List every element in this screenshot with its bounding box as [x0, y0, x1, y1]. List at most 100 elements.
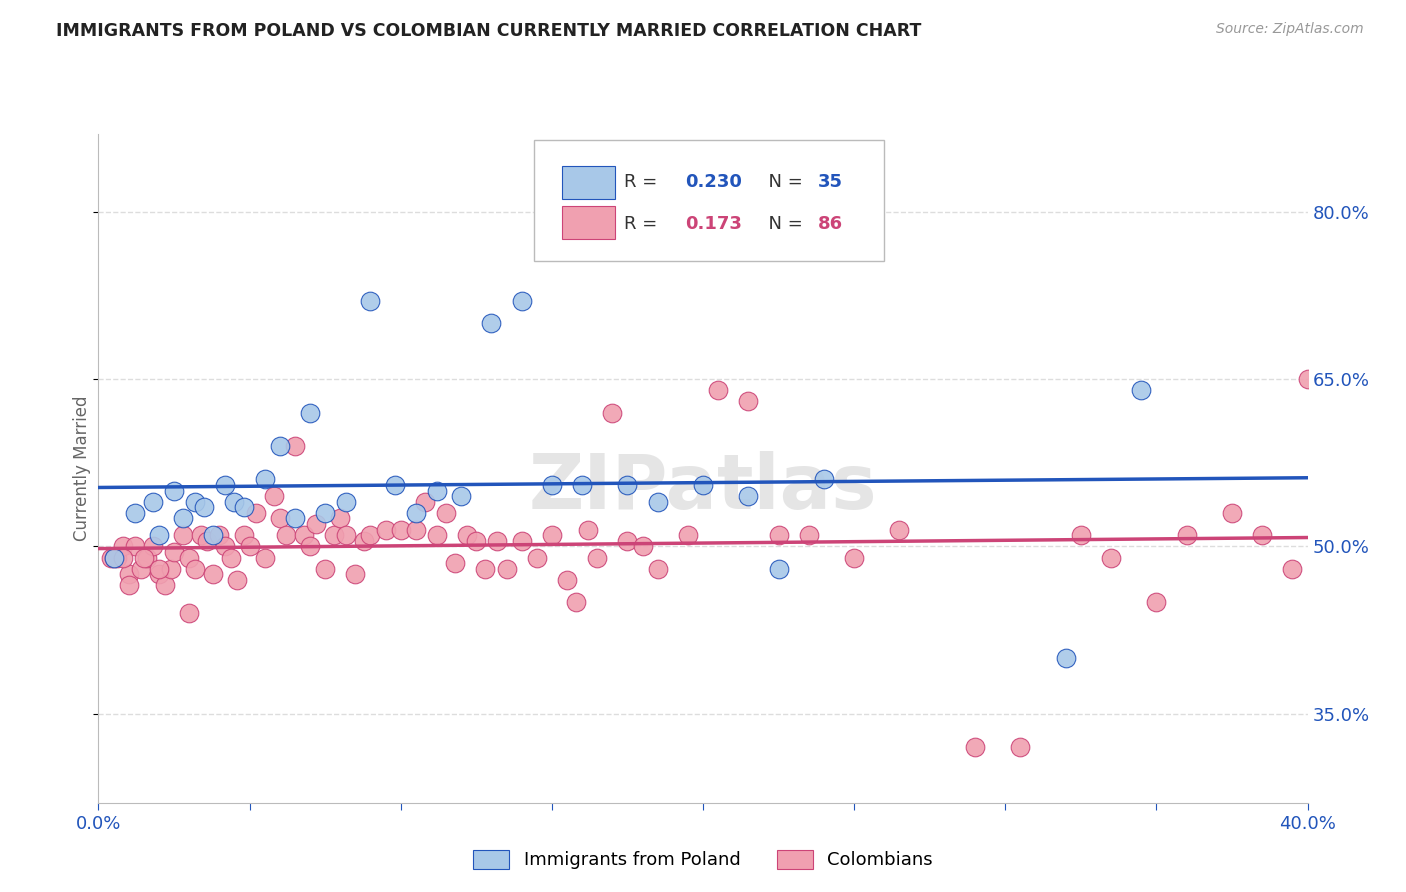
Point [707, 384, 730, 398]
Point [111, 550, 134, 565]
Point [486, 533, 509, 548]
Point [444, 556, 467, 570]
Point [142, 540, 165, 554]
Point [465, 533, 488, 548]
Text: Source: ZipAtlas.com: Source: ZipAtlas.com [1216, 22, 1364, 37]
Point [768, 528, 790, 542]
Point [1220, 506, 1243, 520]
Point [965, 740, 987, 755]
Point [616, 478, 638, 492]
Point [676, 528, 699, 542]
Point [426, 528, 449, 542]
Text: R =: R = [624, 215, 664, 233]
Point [434, 506, 457, 520]
Point [111, 540, 134, 554]
Point [202, 528, 225, 542]
Point [142, 495, 165, 509]
Point [314, 506, 336, 520]
Point [692, 478, 714, 492]
Point [510, 294, 533, 309]
Point [253, 473, 276, 487]
Point [1130, 384, 1153, 398]
Point [305, 517, 328, 532]
Point [232, 500, 254, 515]
Point [314, 562, 336, 576]
Point [450, 489, 472, 503]
Point [1281, 562, 1303, 576]
Point [413, 495, 436, 509]
Point [540, 528, 562, 542]
Point [184, 495, 207, 509]
Text: IMMIGRANTS FROM POLAND VS COLOMBIAN CURRENTLY MARRIED CORRELATION CHART: IMMIGRANTS FROM POLAND VS COLOMBIAN CURR… [56, 22, 921, 40]
Point [172, 528, 194, 542]
Point [329, 511, 352, 525]
Point [495, 562, 517, 576]
Point [103, 550, 125, 565]
FancyBboxPatch shape [534, 141, 884, 261]
Point [214, 478, 236, 492]
Point [1251, 528, 1274, 542]
Point [184, 562, 207, 576]
Point [510, 533, 533, 548]
Point [1099, 550, 1122, 565]
Point [768, 562, 790, 576]
Point [232, 528, 254, 542]
Text: 0.173: 0.173 [685, 215, 742, 233]
Point [647, 562, 669, 576]
Point [132, 550, 155, 565]
Text: 86: 86 [818, 215, 844, 233]
Point [100, 550, 122, 565]
FancyBboxPatch shape [561, 206, 614, 239]
Point [160, 562, 183, 576]
Point [202, 567, 225, 582]
Point [245, 506, 267, 520]
Point [118, 567, 141, 582]
Point [360, 294, 382, 309]
Point [616, 533, 638, 548]
Point [118, 578, 141, 592]
Point [426, 483, 449, 498]
Point [353, 533, 375, 548]
Point [1144, 595, 1167, 609]
Point [344, 567, 367, 582]
Point [292, 528, 315, 542]
Point [172, 511, 194, 525]
Point [631, 540, 654, 554]
Point [224, 495, 246, 509]
Point [214, 540, 236, 554]
Point [360, 528, 382, 542]
Point [208, 528, 231, 542]
Point [797, 528, 820, 542]
Point [323, 528, 346, 542]
Point [335, 495, 357, 509]
Point [737, 489, 759, 503]
Point [193, 500, 215, 515]
Point [335, 528, 357, 542]
Y-axis label: Currently Married: Currently Married [73, 395, 91, 541]
Point [284, 439, 307, 453]
Point [148, 567, 170, 582]
Point [405, 523, 427, 537]
Point [889, 523, 911, 537]
Point [274, 528, 297, 542]
Legend: Immigrants from Poland, Colombians: Immigrants from Poland, Colombians [464, 841, 942, 879]
Point [389, 523, 412, 537]
Point [576, 523, 599, 537]
Point [163, 483, 186, 498]
Point [148, 562, 170, 576]
Point [526, 550, 548, 565]
Point [179, 550, 201, 565]
Point [1296, 372, 1319, 386]
Point [263, 489, 285, 503]
Point [269, 511, 291, 525]
Point [1010, 740, 1032, 755]
Point [299, 540, 322, 554]
Point [124, 540, 146, 554]
Point [269, 439, 291, 453]
Point [844, 550, 866, 565]
Point [253, 550, 276, 565]
Point [179, 607, 201, 621]
Text: 35: 35 [818, 173, 842, 191]
Point [555, 573, 578, 587]
Point [195, 533, 218, 548]
